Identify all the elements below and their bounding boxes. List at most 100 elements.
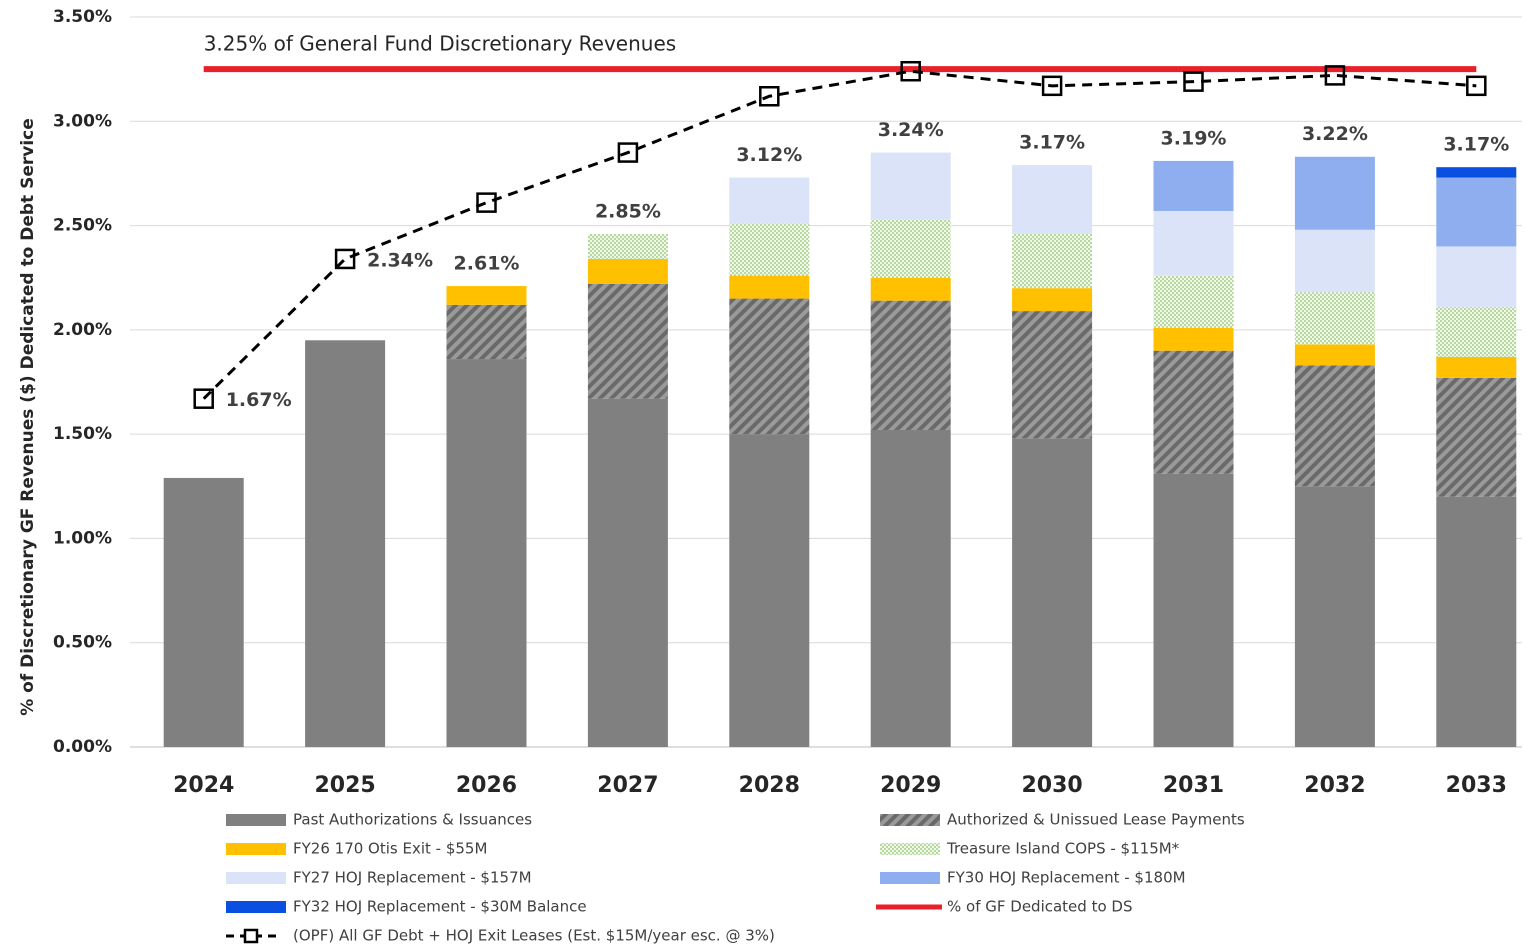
line-marker xyxy=(1466,75,1487,97)
x-tick-label: 2029 xyxy=(880,773,941,798)
x-tick-label: 2027 xyxy=(597,773,658,798)
data-label: 2.61% xyxy=(454,253,520,275)
bar-segment xyxy=(587,258,668,284)
legend-swatch xyxy=(226,901,286,913)
legend-swatch xyxy=(243,928,259,944)
line-marker xyxy=(617,142,639,163)
bar-segment xyxy=(1294,292,1375,345)
x-tick-label: 2025 xyxy=(314,773,375,798)
data-label: 3.12% xyxy=(736,144,802,166)
bar-segment xyxy=(1153,275,1234,328)
bar-segment xyxy=(1012,165,1093,234)
bar-segment xyxy=(1153,327,1234,351)
legend-label: (OPF) All GF Debt + HOJ Exit Leases (Est… xyxy=(293,927,775,945)
bar-segment xyxy=(1294,229,1375,293)
legend-swatch xyxy=(880,814,940,826)
bar-segment xyxy=(870,429,951,747)
reference-annotation: 3.25% of General Fund Discretionary Reve… xyxy=(204,32,676,56)
y-tick-label: 3.50% xyxy=(53,7,112,27)
legend-swatch xyxy=(880,872,940,884)
line-marker xyxy=(1324,65,1346,86)
bar-segment xyxy=(729,298,810,435)
bar-segment xyxy=(1436,167,1517,178)
legend-label: % of GF Dedicated to DS xyxy=(947,898,1132,916)
bar-segment xyxy=(729,434,810,747)
bar-segment xyxy=(1436,356,1517,378)
bar-segment xyxy=(870,300,951,430)
bar-segment xyxy=(870,152,951,220)
x-tick-label: 2030 xyxy=(1021,773,1082,798)
y-tick-label: 1.00% xyxy=(53,528,112,548)
data-label: 3.17% xyxy=(1019,132,1085,154)
legend-label: FY30 HOJ Replacement - $180M xyxy=(947,869,1186,887)
data-label: 3.19% xyxy=(1161,127,1227,149)
data-label: 3.24% xyxy=(878,119,944,141)
bar-segment xyxy=(1436,246,1517,307)
line-marker xyxy=(900,60,921,82)
bar-segment xyxy=(870,219,951,278)
line-marker xyxy=(476,192,497,213)
x-tick-label: 2028 xyxy=(739,773,800,798)
data-label: 2.85% xyxy=(595,200,661,222)
data-label: 3.22% xyxy=(1302,123,1368,145)
bar-segment xyxy=(1153,350,1234,474)
data-label: 2.34% xyxy=(367,249,433,271)
bar-segment xyxy=(1294,365,1375,487)
line-series xyxy=(202,69,1477,400)
bar-segment xyxy=(1436,306,1517,357)
data-label: 3.17% xyxy=(1443,134,1509,156)
x-tick-label: 2032 xyxy=(1304,773,1365,798)
legend-label: FY26 170 Otis Exit - $55M xyxy=(293,840,487,858)
bar-segment xyxy=(1153,210,1234,276)
line-marker xyxy=(1041,75,1063,97)
bar-segment xyxy=(1012,233,1093,289)
legend-swatch xyxy=(226,843,286,855)
bar-segment xyxy=(1436,177,1517,247)
bar-segment xyxy=(587,233,668,259)
x-tick-label: 2031 xyxy=(1163,773,1224,798)
bar-segment xyxy=(1436,377,1517,497)
legend-label: FY27 HOJ Replacement - $157M xyxy=(293,869,532,887)
line-marker xyxy=(334,248,356,270)
legend-swatch xyxy=(226,814,286,826)
legend-swatch xyxy=(226,872,286,884)
bar-segment xyxy=(446,286,527,305)
bar-segment xyxy=(1153,160,1234,211)
y-axis-title: % of Discretionary GF Revenues ($) Dedic… xyxy=(18,118,38,716)
y-tick-label: 2.50% xyxy=(53,216,112,236)
bar-segment xyxy=(729,177,810,224)
bar-segment xyxy=(305,340,386,747)
legend-swatch xyxy=(880,843,940,855)
bar-segment xyxy=(163,477,244,747)
bar-segment xyxy=(446,304,527,360)
y-tick-label: 0.50% xyxy=(53,633,112,653)
data-label: 1.67% xyxy=(226,389,292,411)
bar-segment xyxy=(729,275,810,299)
bar-segment xyxy=(1294,344,1375,366)
legend-label: Past Authorizations & Issuances xyxy=(293,811,532,829)
legend-label: Authorized & Unissued Lease Payments xyxy=(947,811,1245,829)
line-marker xyxy=(193,388,214,409)
y-tick-label: 2.00% xyxy=(53,320,112,340)
line-marker xyxy=(759,86,780,107)
x-tick-label: 2024 xyxy=(173,773,234,798)
y-tick-label: 0.00% xyxy=(53,737,112,757)
legend-label: Treasure Island COPS - $115M* xyxy=(946,840,1180,858)
x-tick-label: 2033 xyxy=(1446,773,1507,798)
y-tick-label: 1.50% xyxy=(53,424,112,444)
bar-segment xyxy=(1436,496,1517,747)
bar-segment xyxy=(1012,438,1093,747)
line-marker xyxy=(1183,71,1204,92)
bar-segment xyxy=(587,283,668,399)
bar-segment xyxy=(587,398,668,747)
bar-segment xyxy=(1012,311,1093,439)
bar-segment xyxy=(1294,486,1375,747)
bar-segment xyxy=(870,277,951,301)
bar-segment xyxy=(446,359,527,747)
bar-segment xyxy=(1153,473,1234,747)
x-tick-label: 2026 xyxy=(456,773,517,798)
bar-segment xyxy=(729,223,810,276)
legend-label: FY32 HOJ Replacement - $30M Balance xyxy=(293,898,587,916)
bar-segment xyxy=(1294,156,1375,230)
